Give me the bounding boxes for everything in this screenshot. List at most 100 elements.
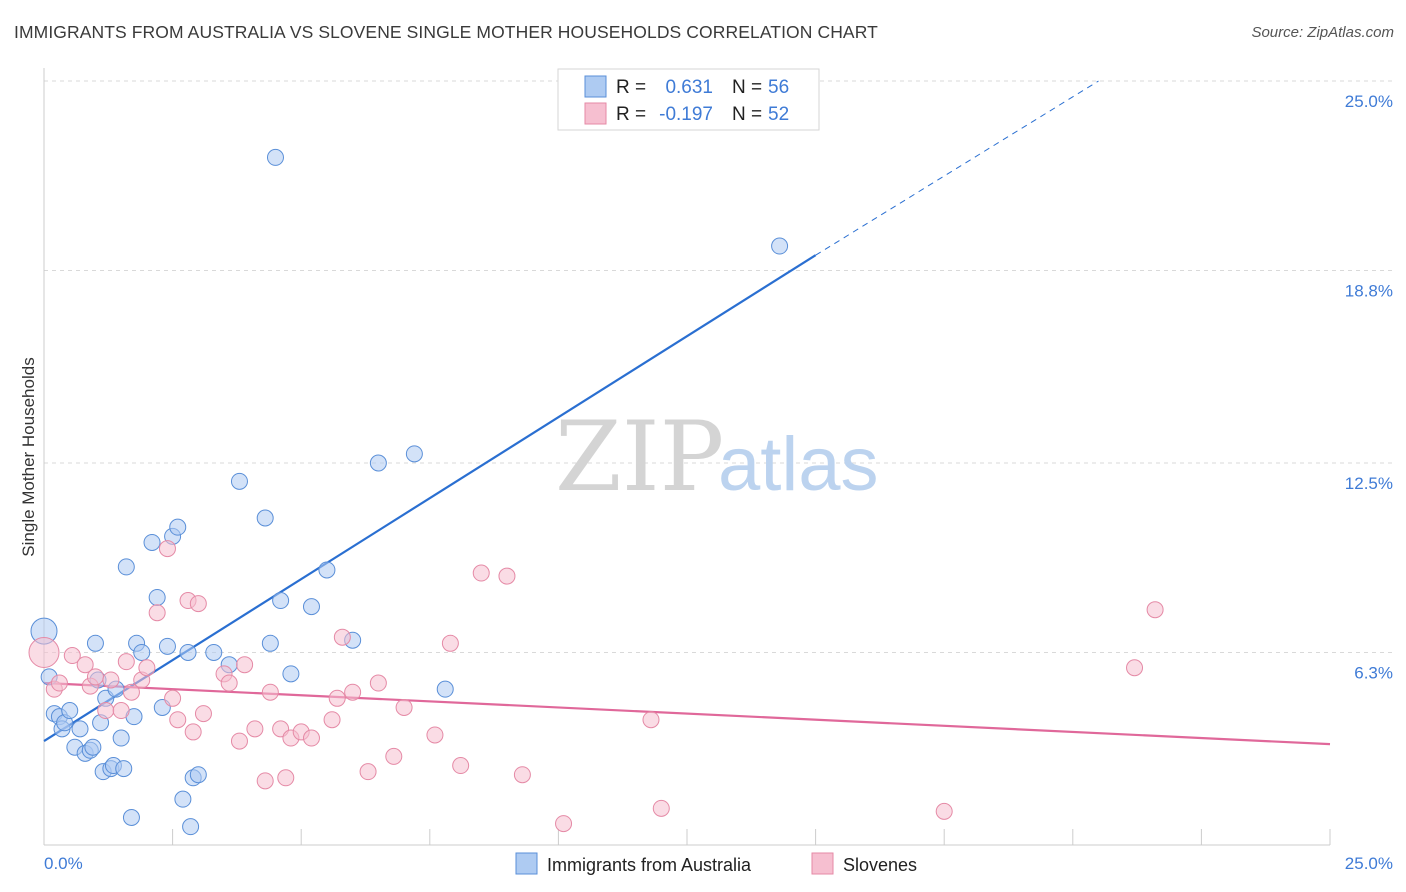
point-blue-30 bbox=[158, 637, 176, 655]
legend: R = 0.631 N = 56 R = -0.197 N = 52 bbox=[557, 68, 820, 131]
legend-r-label-1: R = bbox=[616, 77, 646, 98]
point-pink-19 bbox=[184, 723, 202, 741]
point-pink-42 bbox=[426, 726, 444, 744]
point-pink-53 bbox=[1146, 601, 1164, 619]
legend-swatch-pink bbox=[584, 102, 607, 125]
point-blue-12 bbox=[86, 634, 104, 652]
point-pink-39 bbox=[369, 674, 387, 692]
point-pink-41 bbox=[395, 698, 413, 716]
point-pink-6 bbox=[86, 668, 104, 686]
point-pink-8 bbox=[102, 671, 120, 689]
point-blue-41 bbox=[256, 509, 274, 527]
legend-r-value-2: -0.197 bbox=[659, 104, 713, 125]
point-blue-23 bbox=[122, 808, 140, 826]
point-blue-28 bbox=[148, 588, 166, 606]
point-pink-16 bbox=[164, 689, 182, 707]
legend-r-value-1: 0.631 bbox=[665, 77, 713, 98]
point-pink-48 bbox=[555, 815, 573, 833]
point-pink-30 bbox=[277, 769, 295, 787]
point-blue-21 bbox=[115, 760, 133, 778]
series-swatch-pink bbox=[811, 852, 834, 875]
point-blue-47 bbox=[318, 561, 336, 579]
point-pink-23 bbox=[220, 674, 238, 692]
legend-n-label-2: N = bbox=[732, 104, 762, 125]
watermark-zip: ZIP bbox=[555, 401, 724, 513]
point-blue-26 bbox=[133, 643, 151, 661]
point-pink-36 bbox=[333, 628, 351, 646]
point-pink-45 bbox=[472, 564, 490, 582]
y-tick-label-1: 12.5% bbox=[1345, 474, 1393, 493]
ticks: 6.3% 12.5% 18.8% 25.0% 0.0% 25.0% bbox=[44, 92, 1393, 873]
point-blue-43 bbox=[266, 148, 284, 166]
point-pink-20 bbox=[189, 595, 207, 613]
point-blue-38 bbox=[205, 643, 223, 661]
point-pink-52 bbox=[1126, 659, 1144, 677]
point-blue-11 bbox=[84, 738, 102, 756]
point-pink-34 bbox=[323, 711, 341, 729]
point-pink-7 bbox=[97, 702, 115, 720]
grid bbox=[44, 80, 1392, 653]
point-pink-38 bbox=[359, 763, 377, 781]
chart-source: Source: ZipAtlas.com bbox=[1251, 24, 1394, 41]
point-blue-37 bbox=[189, 766, 207, 784]
point-pink-10 bbox=[117, 653, 135, 671]
legend-n-value-1: 56 bbox=[768, 77, 789, 98]
point-pink-27 bbox=[256, 772, 274, 790]
point-blue-34 bbox=[179, 643, 197, 661]
x-tick-label-0: 0.0% bbox=[44, 854, 83, 873]
point-pink-44 bbox=[452, 757, 470, 775]
point-pink-26 bbox=[246, 720, 264, 738]
trend-lines bbox=[43, 80, 1331, 746]
point-pink-24 bbox=[230, 732, 248, 750]
point-blue-40 bbox=[230, 472, 248, 490]
series-label-slovenes: Slovenes bbox=[843, 855, 917, 875]
point-blue-32 bbox=[169, 518, 187, 536]
point-blue-20 bbox=[112, 729, 130, 747]
point-blue-22 bbox=[117, 558, 135, 576]
point-pink-35 bbox=[328, 689, 346, 707]
point-blue-45 bbox=[282, 665, 300, 683]
series-swatch-blue bbox=[515, 852, 538, 875]
point-blue-49 bbox=[369, 454, 387, 472]
point-pink-50 bbox=[652, 799, 670, 817]
point-blue-44 bbox=[272, 592, 290, 610]
trend-extension-blue bbox=[815, 80, 1099, 256]
point-pink-25 bbox=[236, 656, 254, 674]
point-pink-15 bbox=[158, 540, 176, 558]
point-pink-13 bbox=[138, 659, 156, 677]
y-tick-label-2: 18.8% bbox=[1345, 281, 1393, 300]
point-blue-35 bbox=[182, 818, 200, 836]
x-tick-label-1: 25.0% bbox=[1345, 854, 1393, 873]
y-tick-label-0: 6.3% bbox=[1354, 663, 1393, 682]
point-pink-51 bbox=[935, 802, 953, 820]
point-blue-46 bbox=[302, 598, 320, 616]
point-blue-33 bbox=[174, 790, 192, 808]
legend-swatch-blue bbox=[584, 75, 607, 98]
point-pink-21 bbox=[194, 705, 212, 723]
point-blue-8 bbox=[71, 720, 89, 738]
point-pink-33 bbox=[302, 729, 320, 747]
series-label-australia: Immigrants from Australia bbox=[547, 855, 752, 875]
point-pink-49 bbox=[642, 711, 660, 729]
point-pink-17 bbox=[169, 711, 187, 729]
trend-line-pink bbox=[43, 681, 1331, 746]
point-pink-37 bbox=[344, 683, 362, 701]
y-tick-label-3: 25.0% bbox=[1345, 92, 1393, 111]
point-blue-6 bbox=[61, 702, 79, 720]
y-axis-label: Single Mother Households bbox=[19, 357, 38, 556]
point-pink-11 bbox=[122, 683, 140, 701]
point-blue-42 bbox=[261, 634, 279, 652]
legend-n-value-2: 52 bbox=[768, 104, 789, 125]
point-pink-9 bbox=[112, 702, 130, 720]
point-blue-52 bbox=[771, 237, 789, 255]
point-blue-27 bbox=[143, 533, 161, 551]
data-points bbox=[28, 148, 1164, 836]
series-legend: Immigrants from Australia Slovenes bbox=[515, 852, 917, 875]
point-pink-46 bbox=[498, 567, 516, 585]
point-blue-50 bbox=[405, 445, 423, 463]
legend-n-label-1: N = bbox=[732, 77, 762, 98]
legend-r-label-2: R = bbox=[616, 104, 646, 125]
watermark-atlas: atlas bbox=[718, 422, 879, 507]
point-pink-40 bbox=[385, 747, 403, 765]
